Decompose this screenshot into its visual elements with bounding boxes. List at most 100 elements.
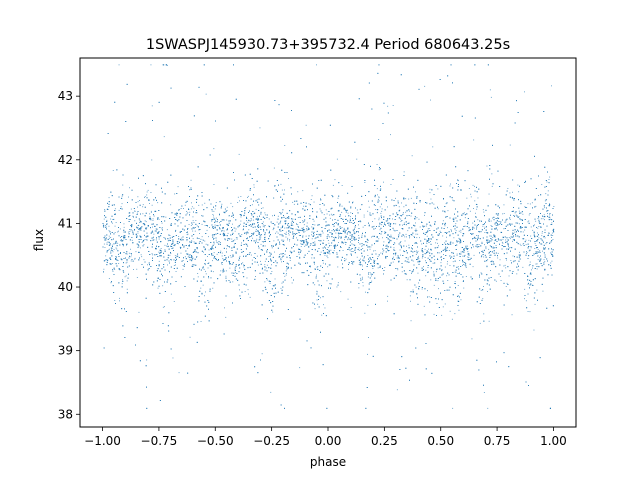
data-point <box>425 260 426 262</box>
data-point <box>504 264 506 266</box>
data-point <box>184 204 186 206</box>
data-point <box>108 245 110 246</box>
data-point <box>150 192 152 193</box>
data-point <box>378 219 380 221</box>
data-point <box>403 206 405 208</box>
data-point <box>302 235 304 237</box>
data-point <box>458 309 460 311</box>
data-point <box>530 273 532 275</box>
data-point <box>300 246 302 247</box>
data-point <box>151 253 153 255</box>
data-point <box>393 242 395 244</box>
data-point <box>508 246 509 247</box>
data-point <box>176 219 177 221</box>
data-point <box>533 253 535 255</box>
data-point <box>458 295 459 297</box>
data-point <box>534 241 535 243</box>
data-point <box>551 232 553 234</box>
data-point <box>120 206 122 208</box>
data-point <box>229 267 231 269</box>
data-point <box>373 225 375 227</box>
data-point <box>264 260 266 262</box>
data-point <box>125 262 127 264</box>
data-point <box>363 214 365 216</box>
data-point <box>197 276 199 278</box>
data-point <box>430 241 431 242</box>
data-point <box>483 286 484 287</box>
data-point <box>528 265 530 267</box>
data-point <box>358 247 360 249</box>
data-point <box>164 244 166 246</box>
data-point <box>189 336 191 338</box>
data-point <box>442 220 444 222</box>
data-point <box>525 239 527 241</box>
data-point <box>131 254 132 256</box>
data-point <box>117 260 119 261</box>
data-point <box>324 254 326 256</box>
data-point <box>232 206 234 208</box>
data-point <box>426 235 428 237</box>
data-point <box>236 238 238 240</box>
data-point <box>144 197 145 198</box>
data-point <box>458 237 460 239</box>
data-point <box>103 237 105 239</box>
data-point <box>541 232 543 234</box>
data-point <box>143 239 145 241</box>
data-point <box>543 236 544 238</box>
data-point <box>110 250 112 252</box>
data-point <box>211 210 213 212</box>
data-point <box>362 265 363 267</box>
data-point <box>403 222 405 224</box>
data-point <box>225 270 227 272</box>
data-point <box>313 201 315 203</box>
data-point <box>328 242 330 244</box>
data-point <box>429 260 431 262</box>
data-point <box>130 208 132 210</box>
data-point <box>361 245 363 247</box>
data-point <box>383 250 385 251</box>
data-point <box>259 235 261 236</box>
data-point <box>517 184 519 186</box>
data-point <box>141 242 143 243</box>
data-point <box>262 207 264 209</box>
data-point <box>480 256 482 258</box>
data-point <box>134 258 136 260</box>
data-point <box>180 208 182 209</box>
data-point <box>473 139 475 141</box>
data-point <box>341 211 343 213</box>
data-point <box>519 258 521 260</box>
data-point <box>247 195 249 197</box>
data-point <box>160 248 162 249</box>
data-point <box>137 206 138 208</box>
data-point <box>114 208 116 210</box>
data-point <box>356 256 358 258</box>
data-point <box>139 229 140 231</box>
data-point <box>126 280 128 282</box>
data-point <box>380 212 382 214</box>
data-point <box>205 291 206 293</box>
data-point <box>297 217 299 218</box>
data-point <box>311 226 313 228</box>
data-point <box>264 236 266 238</box>
data-point <box>115 222 117 223</box>
data-point <box>537 251 539 252</box>
data-point <box>401 271 403 273</box>
data-point <box>524 298 525 300</box>
data-point <box>108 248 110 250</box>
data-point <box>146 359 148 361</box>
data-point <box>395 254 397 256</box>
data-point <box>341 241 343 242</box>
data-point <box>189 189 191 191</box>
data-point <box>302 230 304 232</box>
data-point <box>429 188 431 190</box>
data-point <box>549 176 551 178</box>
data-point <box>280 257 282 259</box>
data-point <box>467 259 469 260</box>
data-point <box>334 240 335 242</box>
data-point <box>412 260 414 262</box>
data-point <box>110 237 112 238</box>
data-point <box>537 227 539 229</box>
data-point <box>403 171 405 173</box>
data-point <box>515 214 517 216</box>
data-point <box>534 303 536 305</box>
